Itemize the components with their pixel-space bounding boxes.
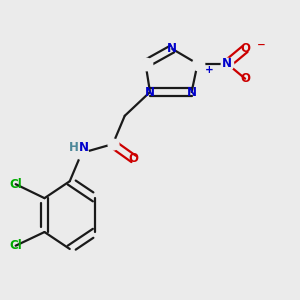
Text: O: O: [129, 152, 139, 165]
Text: Cl: Cl: [9, 239, 22, 252]
Point: [195, 61, 200, 66]
Text: Cl: Cl: [9, 178, 22, 191]
Point: [143, 61, 148, 66]
Point: [79, 151, 84, 155]
Point: [110, 142, 115, 146]
Text: H: H: [69, 141, 79, 154]
Text: N: N: [222, 57, 232, 70]
Text: N: N: [167, 42, 177, 56]
Point: [225, 61, 230, 66]
Text: N: N: [79, 141, 89, 154]
Text: O: O: [240, 42, 250, 56]
Text: +: +: [205, 65, 214, 75]
Text: N: N: [187, 85, 196, 98]
Text: N: N: [145, 85, 155, 98]
Text: O: O: [240, 72, 250, 85]
Text: −: −: [257, 40, 266, 50]
